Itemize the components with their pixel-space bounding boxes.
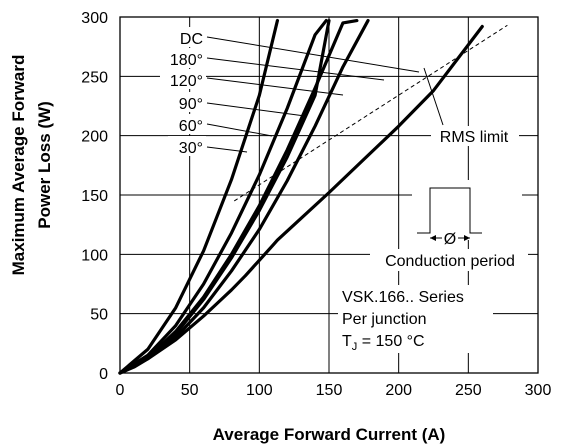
conduction-period-inset: Ø Conduction period [370,180,528,271]
curve-90deg [118,18,359,375]
x-tick-label: 300 [525,382,552,399]
tick-labels: 0 50 100 150 200 250 300 0 50 100 150 200 250 300 [81,10,551,399]
conduction-waveform [417,187,482,234]
x-axis-title: Average Forward Current (A) [213,425,446,444]
x-tick-label: 150 [316,382,343,399]
junction-temp: TJ = 150 °C [342,333,425,353]
curve-120deg [118,18,370,375]
y-tick-label: 0 [99,366,108,383]
conduction-period-label: Conduction period [385,253,515,270]
y-axis-title-line1: Maximum Average Forward [9,55,28,276]
y-tick-label: 100 [81,247,108,264]
series-info: VSK.166.. Series Per junction TJ = 150 °… [338,285,493,353]
curve-30deg [118,18,280,375]
y-tick-label: 300 [81,10,108,27]
leader-90 [206,102,306,117]
leader-30 [206,146,248,153]
x-tick-label: 100 [246,382,273,399]
leader-180 [206,57,385,81]
x-tick-label: 200 [385,382,412,399]
curve-60deg [118,18,328,375]
label-30: 30° [179,140,203,157]
leader-dc [206,36,420,73]
label-60: 60° [179,118,203,135]
y-tick-label: 50 [90,307,108,324]
phi-symbol: Ø [444,231,456,248]
leader-rms [423,67,444,126]
curve-labels: DC 180° 120° 90° 60° 30° [160,27,206,157]
arrow-right-head [464,235,470,241]
x-tick-label: 50 [181,382,199,399]
label-leaders [206,36,444,153]
y-tick-label: 250 [81,69,108,86]
plot-frame [119,16,539,374]
y-tick-label: 150 [81,188,108,205]
label-90: 90° [179,96,203,113]
rms-limit-label: RMS limit [440,129,509,146]
x-tick-label: 250 [455,382,482,399]
x-tick-label: 0 [116,382,125,399]
per-junction: Per junction [342,311,427,328]
series-name: VSK.166.. Series [342,289,464,306]
y-axis-title-line2: Power Loss (W) [35,101,54,229]
series-curves [118,18,484,375]
leader-60 [206,123,273,137]
y-tick-label: 200 [81,129,108,146]
label-180: 180° [170,52,203,69]
label-dc: DC [180,31,203,48]
leader-120 [206,77,344,96]
label-120: 120° [170,73,203,90]
rms-limit-line [233,24,508,202]
arrow-left-head [430,235,436,241]
